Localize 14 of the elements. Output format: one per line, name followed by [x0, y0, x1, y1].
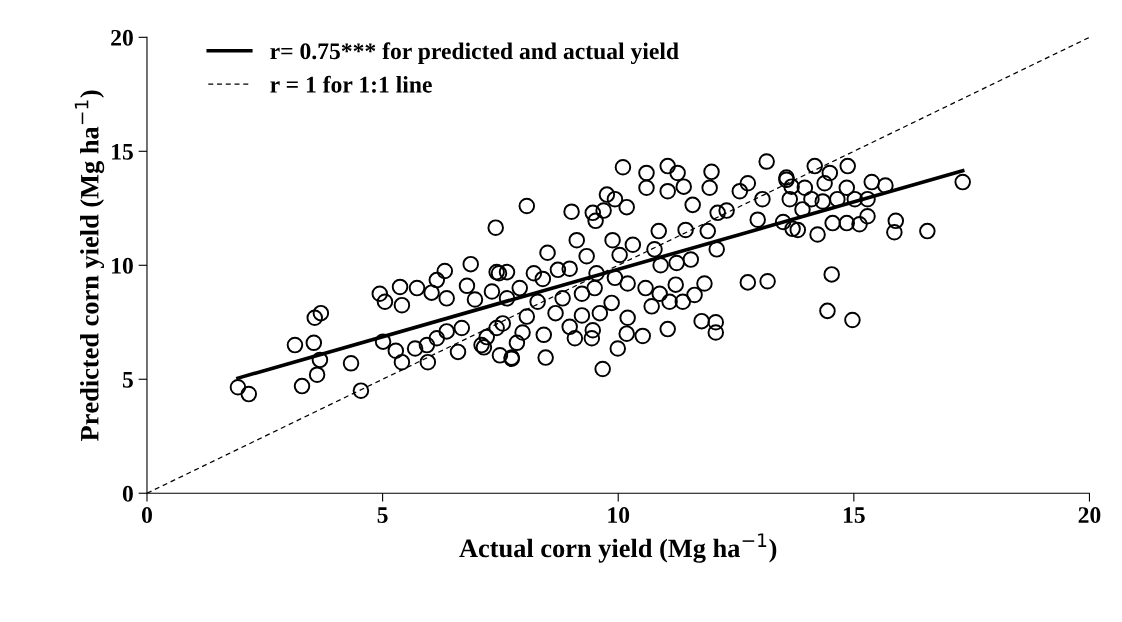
y-tick-label: 15 [112, 143, 133, 160]
legend-label: r = 1 for 1:1 line [270, 75, 432, 93]
x-tick-label: 15 [843, 507, 865, 524]
x-tick-label: 10 [608, 507, 630, 524]
x-tick-label: 5 [377, 507, 388, 524]
y-tick-label: 0 [122, 485, 133, 502]
x-axis-title: Actual corn yield (Mg ha$^{−1}$) [459, 533, 777, 563]
y-tick-label: 10 [112, 257, 133, 274]
legend-label: r= 0.75*** for predicted and actual yield [270, 42, 679, 65]
x-tick-label: 20 [1078, 507, 1101, 524]
y-tick-label: 5 [122, 371, 133, 388]
y-axis-title: Predicted corn yield (Mg ha$^{−1}$) [74, 90, 105, 441]
x-tick-label: 0 [141, 507, 152, 524]
y-tick-label: 20 [111, 29, 133, 46]
